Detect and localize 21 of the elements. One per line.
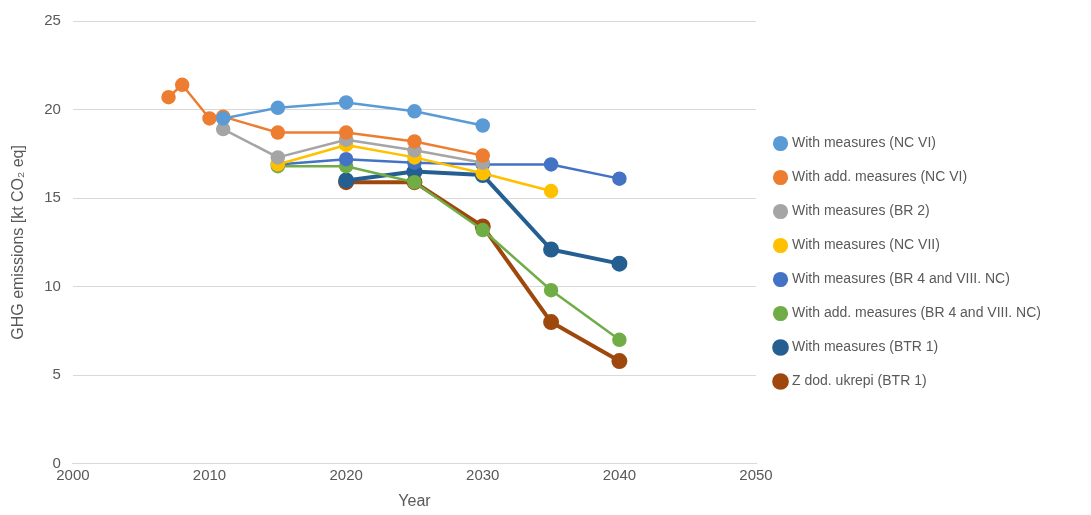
legend-label: With measures (BR 2) (792, 202, 930, 219)
y-tick-label: 5 (52, 365, 61, 383)
legend-label: With measures (NC VII) (792, 236, 940, 253)
y-axis-title: GHG emissions [kt CO₂ eq] (9, 145, 27, 340)
x-axis-title: Year (398, 491, 432, 509)
legend-label: Z dod. ukrepi (BTR 1) (792, 372, 927, 389)
y-tick-label: 0 (52, 453, 61, 471)
legend-label: With add. measures (NC VI) (792, 168, 968, 185)
x-tick-label: 2030 (466, 465, 500, 483)
y-tick-label: 15 (44, 188, 61, 206)
x-tick-label: 2050 (739, 465, 773, 483)
y-tick-label: 20 (44, 99, 61, 117)
legend-label: With measures (NC VI) (792, 134, 936, 151)
x-tick-label: 2020 (329, 465, 363, 483)
y-tick-label: 25 (44, 11, 61, 29)
legend-label: With measures (BR 4 and VIII. NC) (792, 270, 1010, 287)
y-tick-label: 10 (44, 276, 61, 294)
legend-label: With add. measures (BR 4 and VIII. NC) (792, 304, 1042, 321)
x-tick-label: 2040 (602, 465, 637, 483)
legend-label: With measures (BTR 1) (792, 338, 939, 355)
x-tick-label: 2010 (192, 465, 227, 483)
